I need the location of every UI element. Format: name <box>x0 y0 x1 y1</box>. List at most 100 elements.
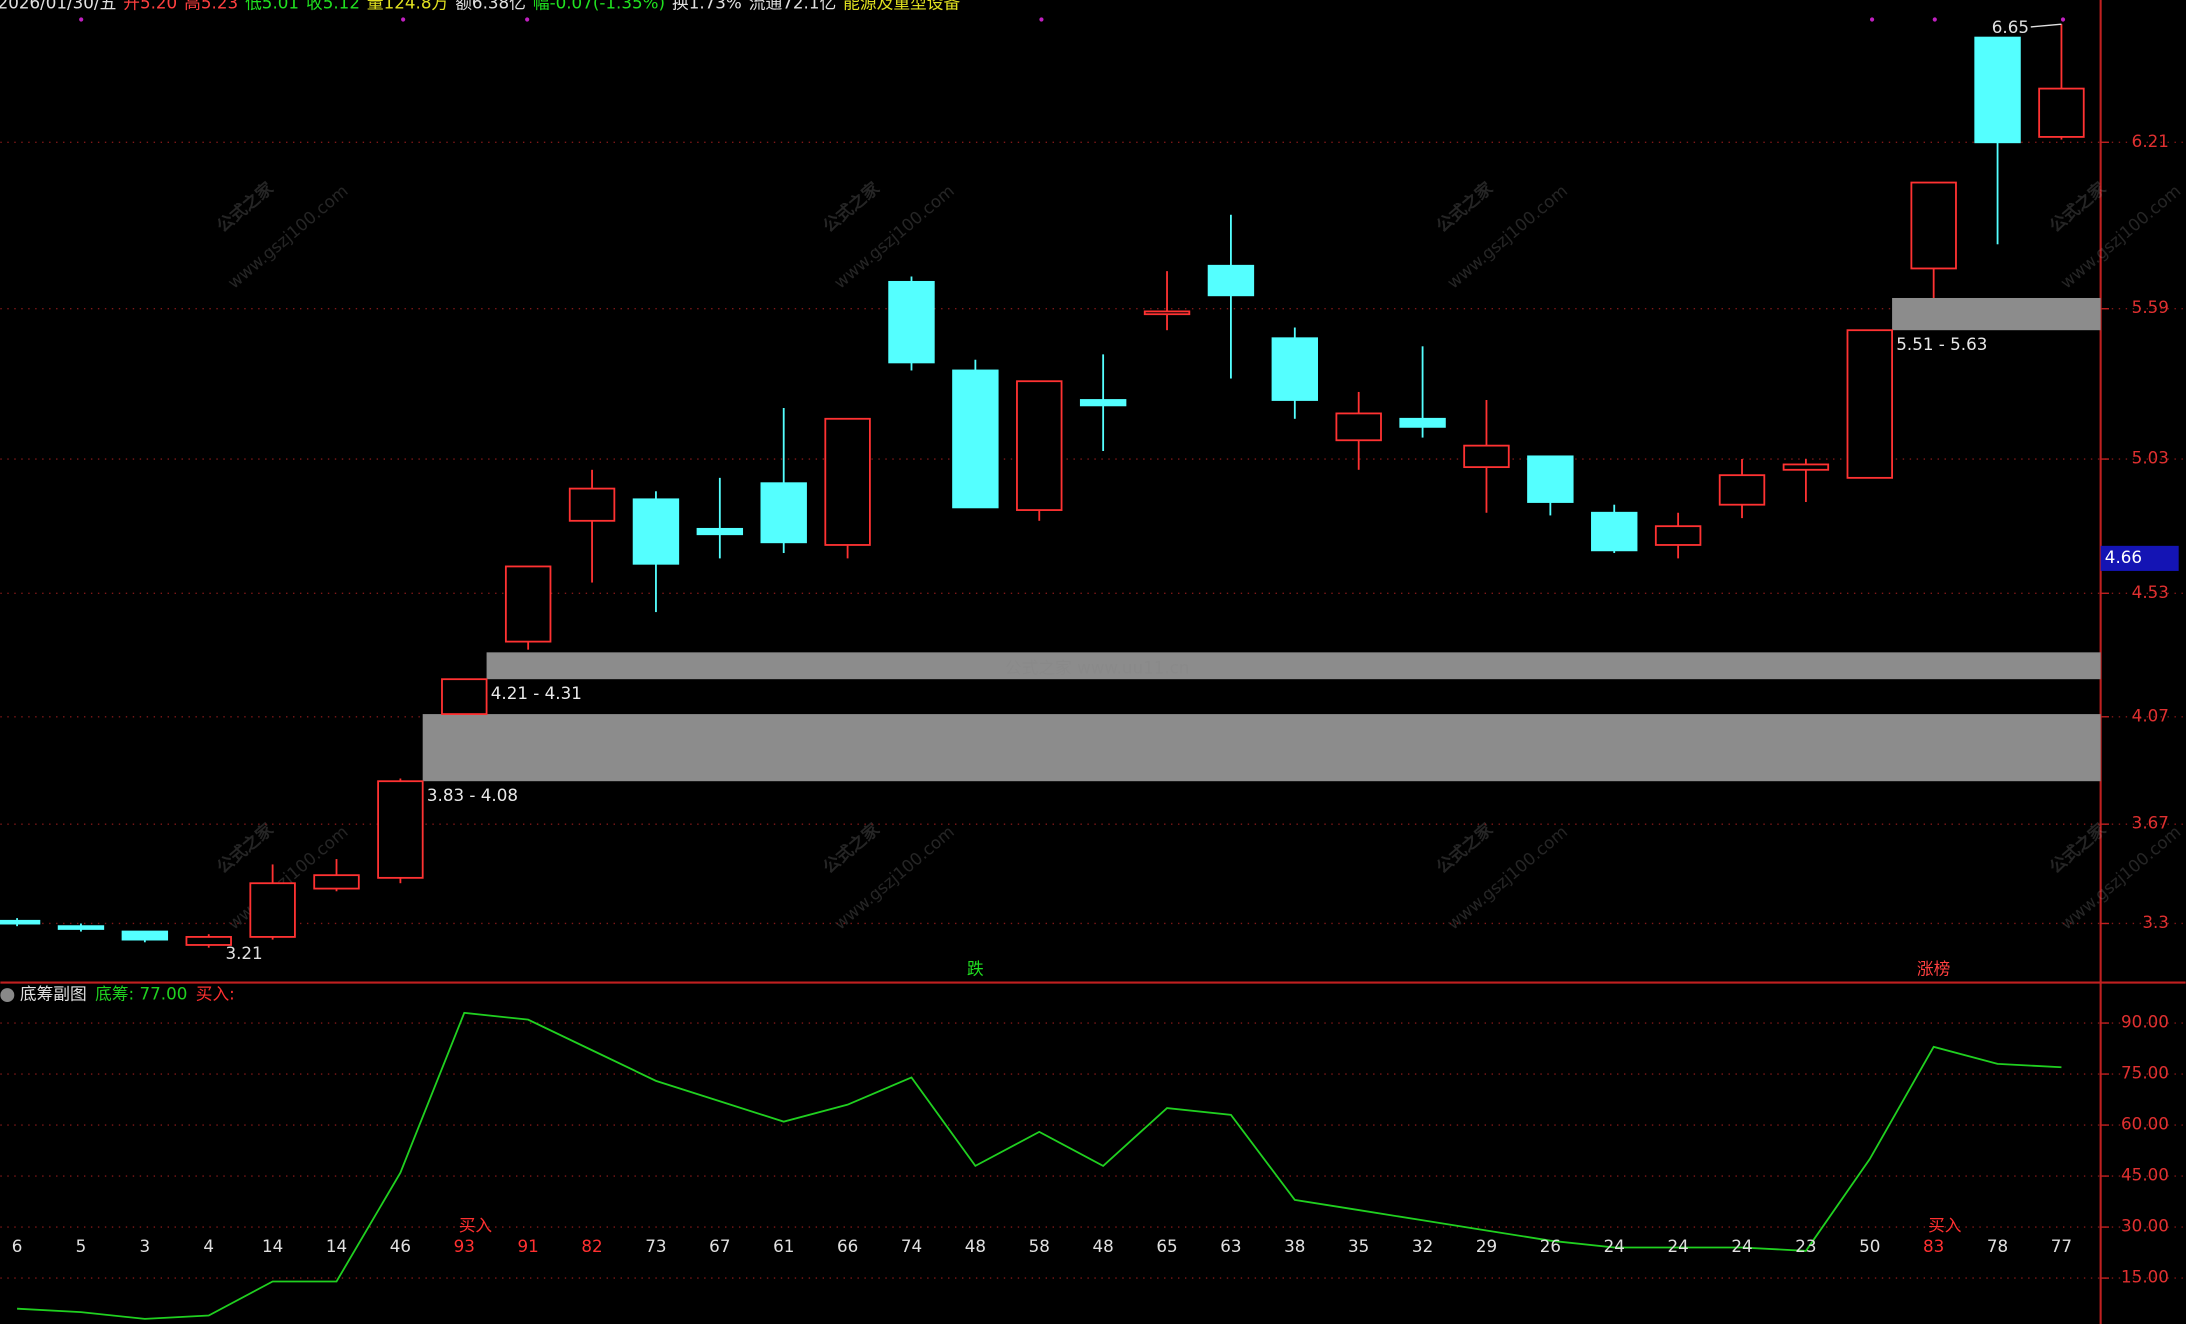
value-label: 65 <box>1156 1236 1177 1256</box>
candle-body <box>121 930 169 941</box>
candle-body <box>249 882 296 938</box>
candle-body <box>441 678 488 715</box>
y-tick-label: 3.3 <box>2142 912 2169 932</box>
zone-label: 3.83 - 4.08 <box>427 785 518 805</box>
candle-body <box>1654 525 1702 546</box>
candle-body <box>1271 337 1319 401</box>
y-tick-label: 15.00 <box>2121 1267 2169 1287</box>
value-label: 14 <box>262 1236 283 1256</box>
header-item: 高5.23 <box>184 0 238 13</box>
candle-body <box>1974 36 2021 144</box>
support-zone <box>486 652 2101 680</box>
candle-body <box>632 498 680 565</box>
y-tick-label: 75.00 <box>2121 1063 2169 1083</box>
candle-body <box>952 369 999 509</box>
y-tick-label: 90.00 <box>2121 1012 2169 1032</box>
candle-body <box>1016 380 1063 511</box>
value-label: 46 <box>390 1236 411 1256</box>
header-item: 能源及重型设备 <box>843 0 960 13</box>
value-label: 93 <box>454 1236 475 1256</box>
buy-signal: 买入 <box>1928 1215 1962 1235</box>
value-label: 5 <box>76 1236 87 1256</box>
candle-body <box>888 280 935 364</box>
panel-title: 底筹副图 <box>20 984 87 1004</box>
value-label: 63 <box>1220 1236 1241 1256</box>
header-item: 流通72.1亿 <box>749 0 836 13</box>
value-label: 24 <box>1604 1236 1625 1256</box>
header-item: 换1.73% <box>672 0 742 13</box>
candle-body <box>1463 444 1510 469</box>
high-label: 6.65 <box>1992 17 2029 37</box>
value-label: 29 <box>1476 1236 1497 1256</box>
candle-body <box>1910 181 1957 270</box>
current-price-box <box>2100 545 2179 571</box>
value-label: 24 <box>1667 1236 1688 1256</box>
value-label: 78 <box>1987 1236 2008 1256</box>
header-item: 2026/01/30/五 <box>0 0 116 13</box>
y-tick-label: 30.00 <box>2121 1216 2169 1236</box>
candle-body <box>57 925 105 930</box>
candle-body <box>0 919 41 925</box>
y-tick-label: 6.21 <box>2132 131 2169 151</box>
header-item: 收5.12 <box>306 0 360 13</box>
y-tick-label: 4.07 <box>2132 705 2169 725</box>
value-label: 67 <box>709 1236 730 1256</box>
candle-body <box>1591 511 1638 552</box>
header-item: 开5.20 <box>123 0 177 13</box>
value-label: 58 <box>1029 1236 1050 1256</box>
value-label: 26 <box>1540 1236 1561 1256</box>
y-tick-label: 4.53 <box>2132 582 2169 602</box>
value-label: 14 <box>326 1236 347 1256</box>
support-zone <box>1892 297 2101 331</box>
support-zone <box>422 714 2101 782</box>
candle-body <box>696 527 744 536</box>
current-price-label: 4.66 <box>2105 547 2142 567</box>
header-item: 量124.8万 <box>367 0 448 13</box>
value-label: 32 <box>1412 1236 1433 1256</box>
value-label: 4 <box>203 1236 214 1256</box>
zone-label: 5.51 - 5.63 <box>1896 334 1987 354</box>
value-label: 77 <box>2051 1236 2072 1256</box>
candle-body <box>1143 310 1191 316</box>
y-tick-label: 45.00 <box>2121 1165 2169 1185</box>
low-label: 3.21 <box>225 943 262 963</box>
value-label: 35 <box>1348 1236 1369 1256</box>
candle-body <box>1846 329 1893 479</box>
candle-body <box>1335 412 1382 442</box>
candle-body <box>1718 474 1766 506</box>
candle-body <box>1079 399 1127 407</box>
top-markers <box>79 17 2066 22</box>
candle-body <box>2038 87 2085 138</box>
candle-body <box>504 565 552 643</box>
candle-body <box>185 936 232 946</box>
candle-body <box>377 780 424 879</box>
buy-signal: 买入 <box>459 1215 493 1235</box>
candle-body <box>1399 417 1446 428</box>
center-watermark: 公式之家 www.uu11.cn <box>1005 657 1190 677</box>
value-label: 50 <box>1859 1236 1880 1256</box>
value-label: 73 <box>645 1236 666 1256</box>
value-label: 38 <box>1284 1236 1305 1256</box>
zone-label: 4.21 - 4.31 <box>491 683 582 703</box>
signal-annotation: 涨榜 <box>1917 959 1950 979</box>
value-label: 3 <box>140 1236 151 1256</box>
value-label: 48 <box>965 1236 986 1256</box>
panel-toggle <box>0 988 15 1003</box>
y-tick-label: 60.00 <box>2121 1114 2169 1134</box>
high-arrow <box>2030 23 2062 28</box>
y-tick-label: 5.59 <box>2132 297 2169 317</box>
indicator-line <box>17 1011 2062 1320</box>
value-label: 61 <box>773 1236 794 1256</box>
value-label: 66 <box>837 1236 858 1256</box>
candle-body <box>1527 455 1574 503</box>
value-label: 91 <box>518 1236 539 1256</box>
value-label: 6 <box>12 1236 23 1256</box>
candle-body <box>568 487 616 522</box>
candle-body <box>824 417 871 546</box>
value-label: 48 <box>1093 1236 1114 1256</box>
indicator-legend: 底筹: 77.00 <box>95 984 187 1004</box>
value-label: 24 <box>1731 1236 1752 1256</box>
signal-annotation: 跌 <box>967 959 984 979</box>
candle-body <box>1782 463 1830 471</box>
